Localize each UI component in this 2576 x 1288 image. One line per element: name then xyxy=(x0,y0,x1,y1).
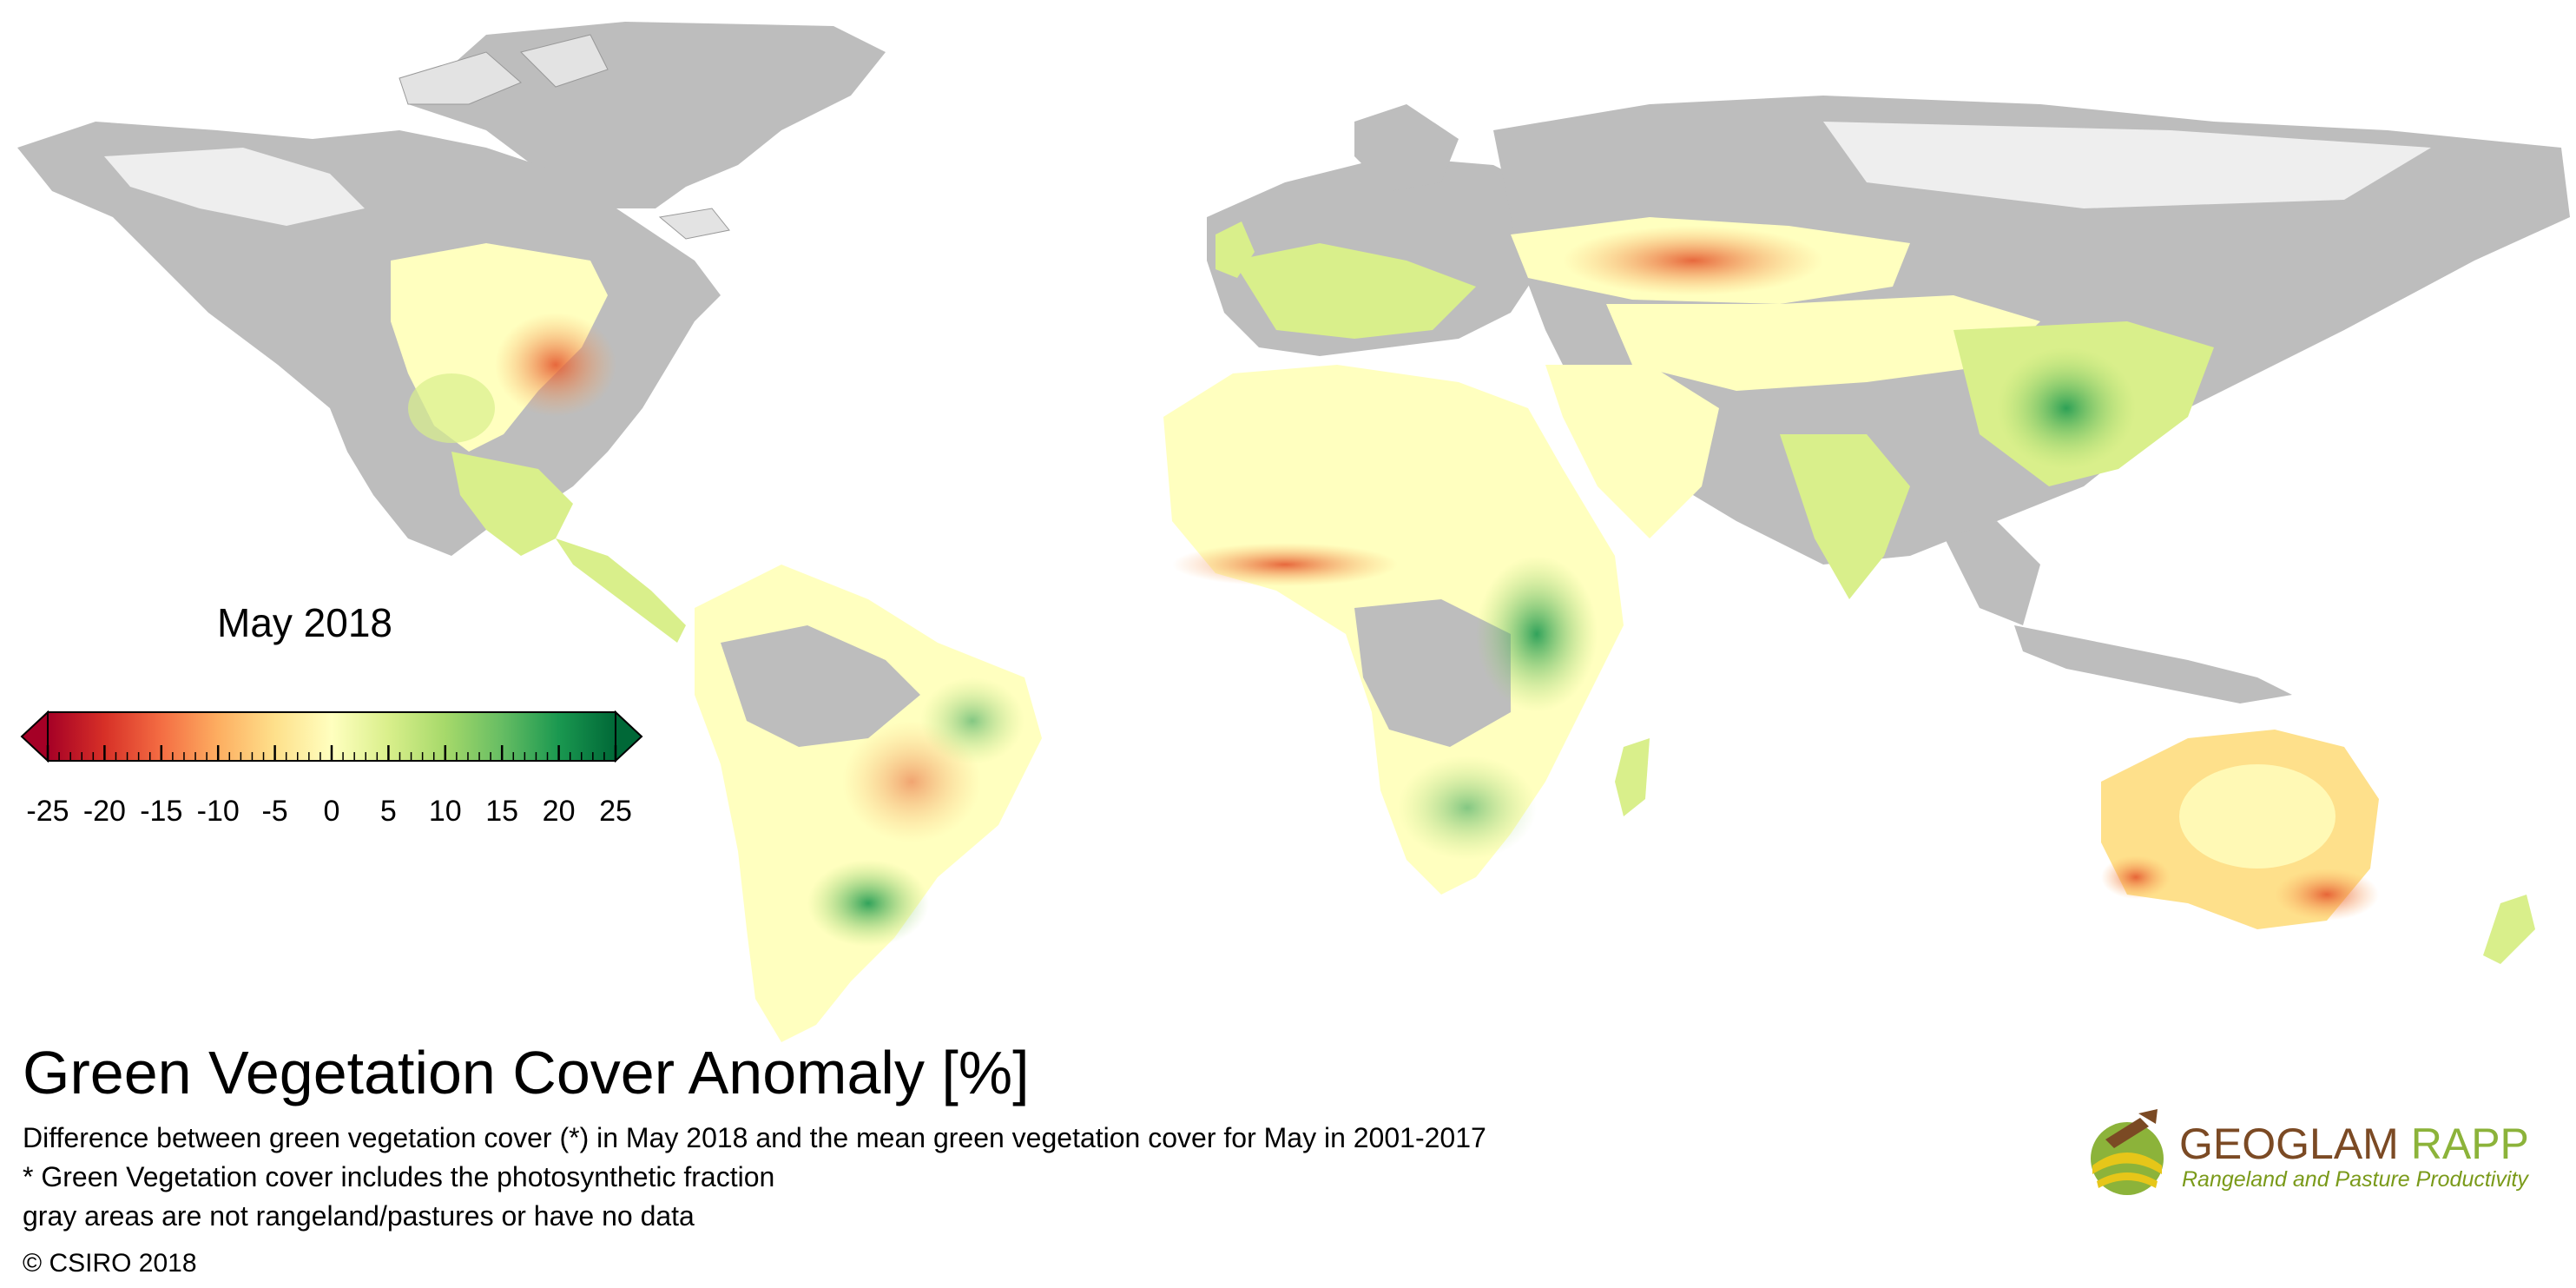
logo-name-geoglam: GEOGLAM xyxy=(2179,1120,2399,1168)
sahel-decline xyxy=(1172,543,1398,586)
description-line-1: Difference between green vegetation cove… xyxy=(23,1122,1486,1154)
colorbar-max-arrow xyxy=(616,712,642,761)
map-title: Green Vegetation Cover Anomaly [%] xyxy=(23,1038,1030,1107)
colorbar-min-arrow xyxy=(22,712,48,761)
central-america xyxy=(556,538,686,643)
copyright-notice: © CSIRO 2018 xyxy=(23,1249,197,1278)
colorbar-tick-label: -5 xyxy=(261,795,287,829)
colorbar-tick-label: 20 xyxy=(543,795,576,829)
colorbar-tick-label: -10 xyxy=(197,795,240,829)
map-period: May 2018 xyxy=(217,599,392,646)
great-plains-decline xyxy=(495,313,616,417)
colorbar-tick-label: 10 xyxy=(429,795,462,829)
colorbar-tick-label: -15 xyxy=(140,795,182,829)
description-line-2: * Green Vegetation cover includes the ph… xyxy=(23,1161,774,1193)
logo-subtitle: Rangeland and Pasture Productivity xyxy=(2182,1167,2528,1192)
logo-emblem-icon xyxy=(2079,1105,2175,1200)
colorbar-tick-label: 5 xyxy=(380,795,397,829)
madagascar xyxy=(1615,738,1650,816)
east-africa-greening xyxy=(1476,556,1598,712)
colorbar-tick-label: 25 xyxy=(599,795,632,829)
southeast-asia xyxy=(1945,521,2040,625)
indonesia xyxy=(2014,625,2292,703)
pampas-greening xyxy=(807,860,929,947)
logo-name: GEOGLAM RAPP xyxy=(2179,1119,2529,1169)
colorbar-legend xyxy=(22,712,642,761)
geoglam-rapp-logo: GEOGLAM RAPP Rangeland and Pasture Produ… xyxy=(2079,1105,2548,1209)
logo-name-rapp: RAPP xyxy=(2411,1120,2529,1168)
description-line-3: gray areas are not rangeland/pastures or… xyxy=(23,1200,695,1232)
se-australia-decline xyxy=(2275,869,2379,921)
russia-decline xyxy=(1563,226,1823,295)
colorbar-tick-label: 15 xyxy=(485,795,518,829)
colorbar-tick-label: -25 xyxy=(26,795,69,829)
colorbar-tick-label: -20 xyxy=(83,795,126,829)
new-zealand xyxy=(2483,895,2535,964)
colorbar-tick-label: 0 xyxy=(324,795,340,829)
